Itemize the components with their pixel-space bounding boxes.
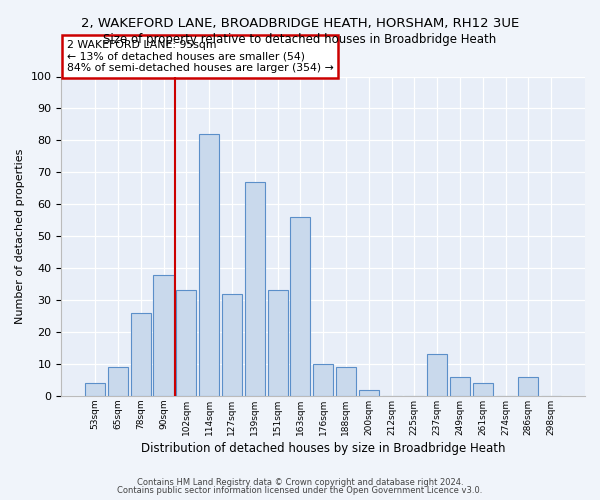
Bar — [313, 364, 333, 396]
Text: 2 WAKEFORD LANE: 95sqm
← 13% of detached houses are smaller (54)
84% of semi-det: 2 WAKEFORD LANE: 95sqm ← 13% of detached… — [67, 40, 333, 74]
Bar — [85, 383, 105, 396]
Bar — [176, 290, 196, 396]
Bar — [154, 274, 173, 396]
Bar — [131, 313, 151, 396]
Bar — [473, 383, 493, 396]
Bar — [245, 182, 265, 396]
Bar — [518, 376, 538, 396]
Bar — [359, 390, 379, 396]
Y-axis label: Number of detached properties: Number of detached properties — [15, 148, 25, 324]
Bar — [268, 290, 287, 396]
Bar — [222, 294, 242, 396]
Bar — [450, 376, 470, 396]
X-axis label: Distribution of detached houses by size in Broadbridge Heath: Distribution of detached houses by size … — [141, 442, 505, 455]
Text: Size of property relative to detached houses in Broadbridge Heath: Size of property relative to detached ho… — [103, 32, 497, 46]
Text: Contains public sector information licensed under the Open Government Licence v3: Contains public sector information licen… — [118, 486, 482, 495]
Bar — [290, 217, 310, 396]
Bar — [108, 367, 128, 396]
Text: 2, WAKEFORD LANE, BROADBRIDGE HEATH, HORSHAM, RH12 3UE: 2, WAKEFORD LANE, BROADBRIDGE HEATH, HOR… — [81, 18, 519, 30]
Text: Contains HM Land Registry data © Crown copyright and database right 2024.: Contains HM Land Registry data © Crown c… — [137, 478, 463, 487]
Bar — [336, 367, 356, 396]
Bar — [199, 134, 219, 396]
Bar — [427, 354, 447, 396]
